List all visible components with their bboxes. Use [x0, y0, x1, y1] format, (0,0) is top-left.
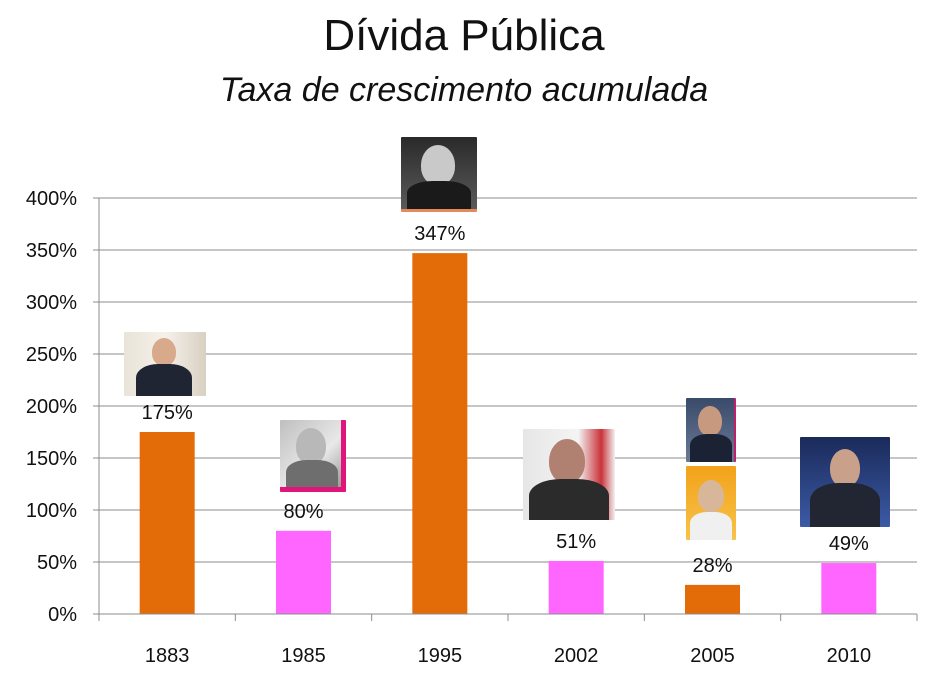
- portrait-photo-2002: [523, 429, 615, 520]
- bar-2010: [821, 563, 877, 614]
- bar-1985: [276, 530, 331, 614]
- bar-2002: [548, 560, 604, 614]
- portrait-photo-2005-top: [686, 398, 736, 462]
- chart-subtitle: Taxa de crescimento acumulada: [219, 71, 709, 109]
- gridlines: [99, 197, 917, 563]
- data-label: 80%: [283, 501, 323, 523]
- x-tick-label: 1995: [418, 645, 463, 667]
- portrait-photo-1883: [124, 332, 206, 396]
- y-tick-label: 150%: [26, 448, 77, 470]
- x-tick-label: 1883: [145, 645, 190, 667]
- bar-1883: [139, 432, 195, 614]
- portrait-photo-1995: [401, 137, 477, 212]
- bar-2005: [685, 584, 740, 614]
- x-axis-ticks: 1883 1985 1995 2002 2005 2010: [145, 645, 871, 667]
- bars: [139, 253, 877, 614]
- x-tick-label: 2005: [690, 645, 735, 667]
- y-tick-label: 50%: [37, 552, 77, 574]
- y-tick-label: 300%: [26, 292, 77, 314]
- y-tick-label: 250%: [26, 344, 77, 366]
- chart-title: Dívida Pública: [323, 11, 605, 60]
- y-tick-label: 200%: [26, 396, 77, 418]
- y-tick-label: 0%: [48, 604, 77, 626]
- y-tick-label: 400%: [26, 188, 77, 210]
- x-tick-label: 2002: [554, 645, 599, 667]
- data-label: 51%: [556, 531, 596, 553]
- portrait-photo-1985: [280, 420, 346, 492]
- x-tick-label: 2010: [827, 645, 872, 667]
- y-tick-label: 350%: [26, 240, 77, 262]
- data-label: 28%: [692, 555, 732, 577]
- data-label: 347%: [414, 223, 465, 245]
- portrait-photo-2010: [800, 437, 890, 527]
- data-label: 49%: [829, 533, 869, 555]
- bar-1995: [412, 253, 468, 614]
- y-axis-ticks: 0% 50% 100% 150% 200% 250% 300% 350% 400%: [26, 188, 100, 626]
- data-labels: 175% 80% 347% 51% 28% 49%: [142, 223, 869, 577]
- portrait-photo-2005-bottom: [686, 466, 736, 540]
- y-tick-label: 100%: [26, 500, 77, 522]
- x-tick-label: 1985: [281, 645, 326, 667]
- data-label: 175%: [142, 402, 193, 424]
- x-axis: [98, 613, 918, 621]
